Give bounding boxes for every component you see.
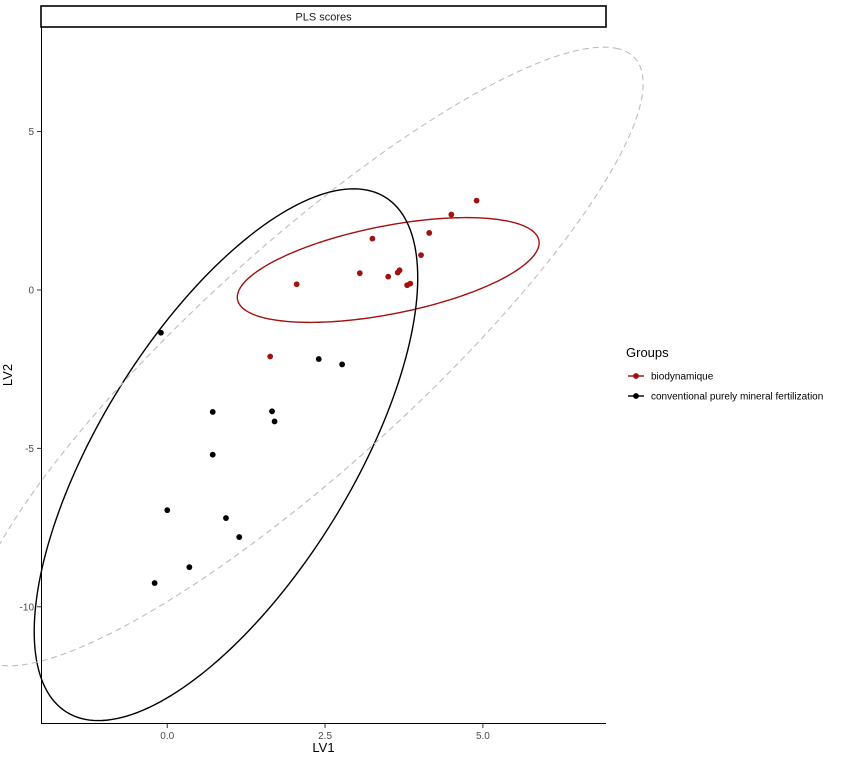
y-tick-label: -5 — [25, 444, 34, 455]
legend: Groups biodynamique conventional purely m… — [626, 345, 823, 403]
data-point-series-2 — [315, 356, 322, 362]
data-point-series-1 — [396, 267, 403, 274]
x-tick-label: 5.0 — [476, 731, 490, 742]
data-point-series-2 — [151, 580, 158, 586]
facet-strip — [40, 5, 607, 28]
y-tick-label: -10 — [20, 602, 35, 613]
data-point-series-2 — [339, 361, 346, 368]
data-point-series-2 — [269, 408, 275, 415]
legend-title: Groups — [626, 345, 669, 360]
confidence-ellipse-3 — [0, 46, 644, 667]
plot-panel — [0, 46, 644, 722]
y-axis-ticks: 5 0 -5 -10 — [20, 127, 41, 613]
data-point-series-1 — [473, 197, 480, 204]
confidence-ellipse-2 — [33, 188, 419, 722]
legend-entries: biodynamique conventional purely mineral … — [628, 372, 823, 403]
y-tick-label: 0 — [28, 285, 34, 296]
data-point-series-1 — [385, 273, 392, 280]
x-tick-label: 0.0 — [160, 731, 174, 742]
legend-label: conventional purely mineral fertilizatio… — [651, 392, 823, 403]
data-point-series-2 — [209, 409, 216, 415]
legend-key-point — [633, 393, 639, 399]
y-tick-label: 5 — [28, 127, 34, 138]
data-point-series-2 — [186, 564, 193, 571]
data-point-series-1 — [407, 280, 414, 287]
legend-key-point — [633, 373, 639, 379]
data-point-series-1 — [267, 353, 274, 360]
x-axis-title: LV1 — [312, 740, 334, 755]
data-point-series-1 — [418, 252, 424, 259]
data-point-series-1 — [448, 211, 455, 218]
data-point-series-2 — [164, 507, 171, 514]
data-point-series-1 — [293, 281, 300, 288]
data-point-series-1 — [356, 270, 363, 277]
data-point-series-1 — [369, 235, 376, 242]
data-point-series-2 — [271, 418, 278, 425]
confidence-ellipse-1 — [236, 216, 540, 324]
chart-title: PLS scores — [295, 12, 352, 24]
data-point-series-2 — [223, 515, 229, 521]
x-tick-label: 2.5 — [318, 731, 332, 742]
data-point-series-2 — [209, 451, 216, 458]
points-layer — [151, 197, 480, 586]
x-axis-ticks: 0.0 2.5 5.0 — [160, 724, 490, 742]
data-point-series-2 — [236, 534, 243, 540]
y-axis-title: LV2 — [0, 364, 15, 386]
ellipses-layer — [0, 46, 644, 722]
data-point-series-2 — [158, 329, 164, 336]
legend-label: biodynamique — [651, 372, 714, 383]
data-point-series-1 — [426, 230, 433, 236]
